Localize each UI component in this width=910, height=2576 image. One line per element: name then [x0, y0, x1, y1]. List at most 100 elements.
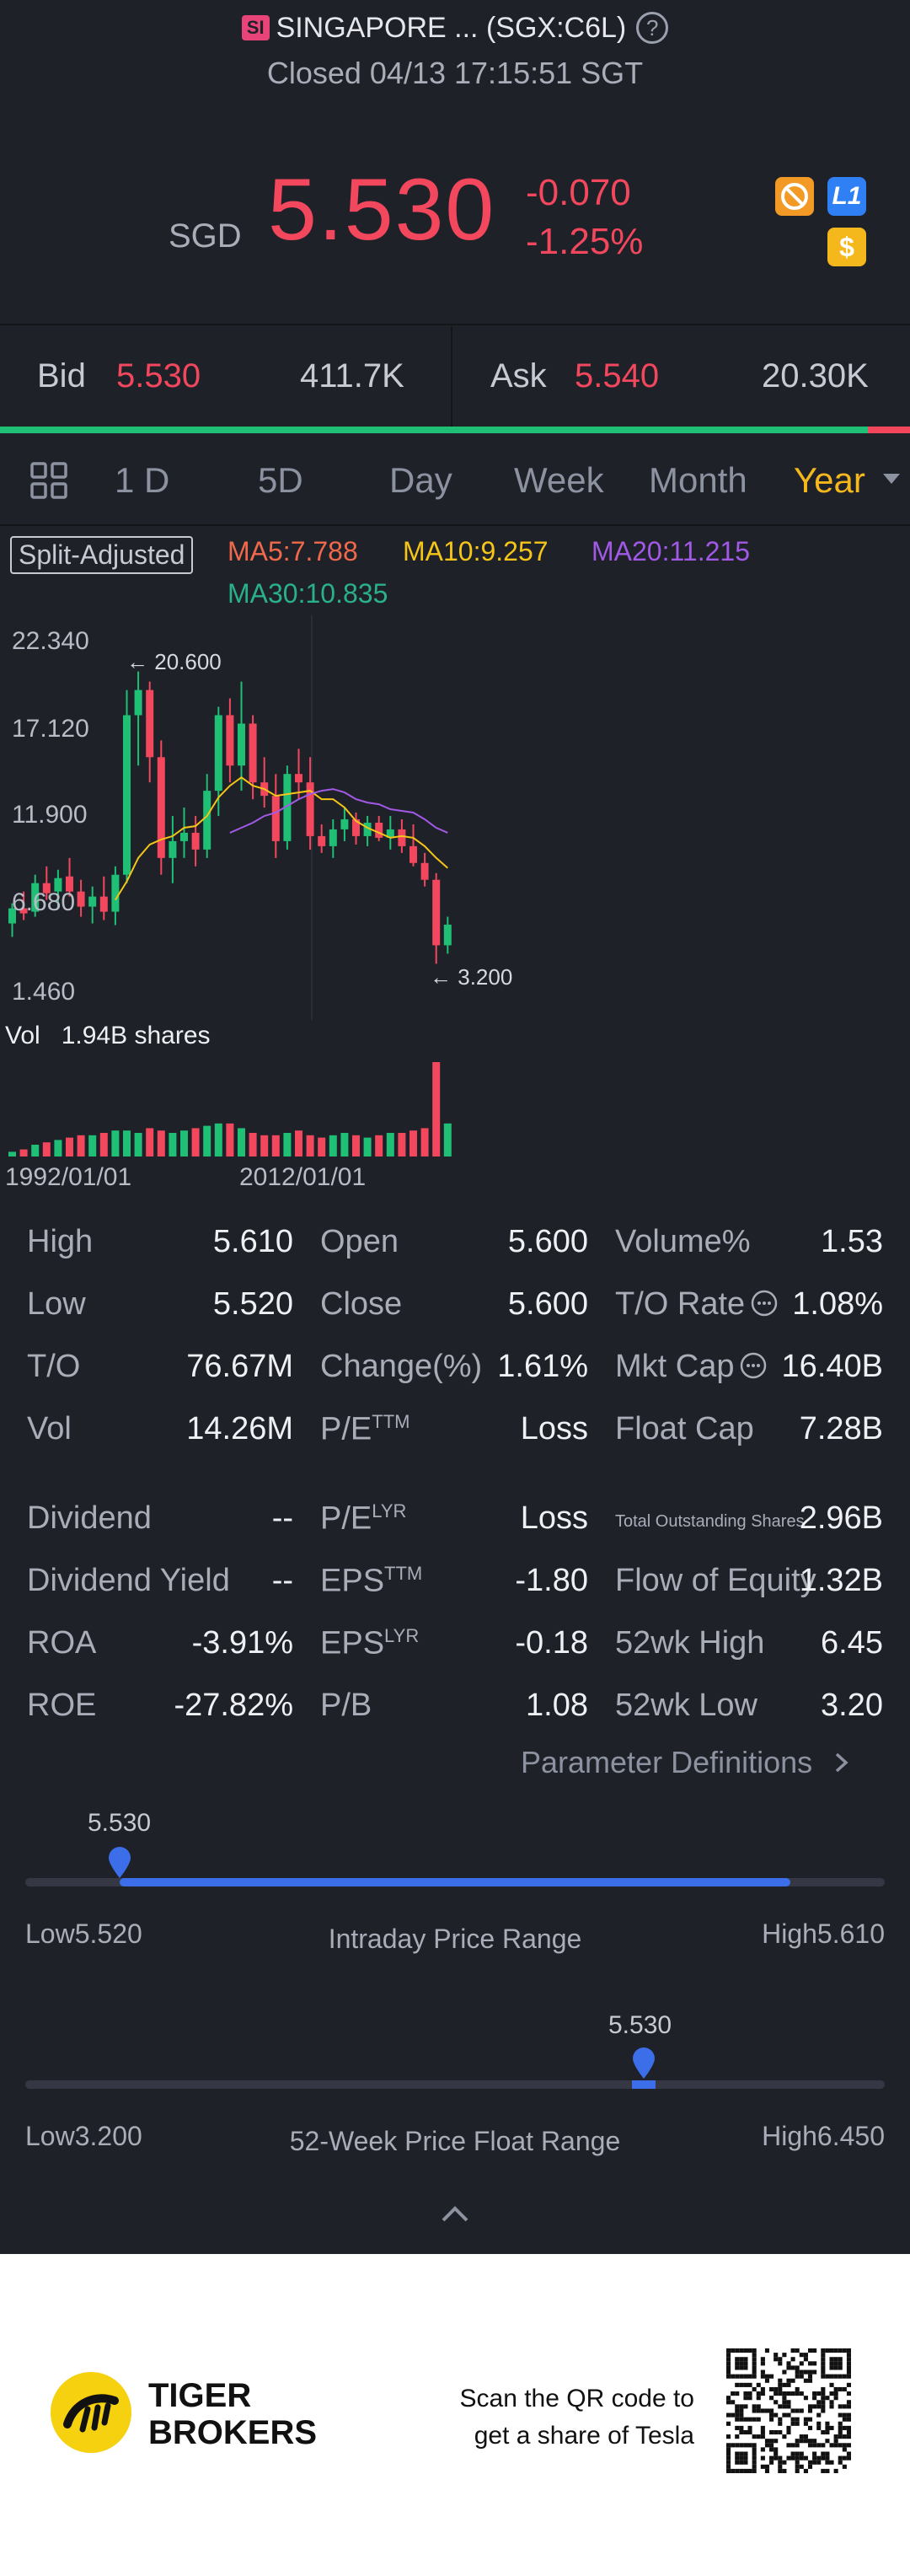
mute-icon[interactable]	[775, 177, 814, 216]
candle-body	[363, 822, 372, 836]
bidask-divider	[451, 327, 452, 427]
volume-bar	[375, 1135, 383, 1157]
candle-body	[111, 874, 120, 912]
stat-label: Vol	[27, 1411, 72, 1447]
split-adjusted-toggle[interactable]: Split-Adjusted	[10, 536, 194, 574]
chevron-down-icon[interactable]	[883, 474, 900, 490]
stat-label-text: ROA	[27, 1625, 97, 1661]
ma30-label: MA30:10.835	[228, 578, 388, 609]
volume-bar	[99, 1133, 108, 1157]
candle-body	[54, 877, 62, 892]
ask-ratio-bar	[868, 427, 910, 433]
volume-bar	[134, 1133, 142, 1157]
qr-caption-line1: Scan the QR code to	[459, 2385, 695, 2412]
volume-bar	[306, 1135, 314, 1157]
candle-body	[31, 883, 40, 912]
volume-bar	[42, 1142, 51, 1157]
stat-value: 76.67M	[186, 1349, 293, 1384]
candle-body	[410, 845, 417, 863]
dollar-icon[interactable]: $	[827, 228, 866, 266]
volume-bar	[203, 1125, 211, 1157]
stat-label-text: 52wk High	[615, 1625, 765, 1661]
stat-label: Low	[27, 1286, 86, 1323]
stat-label-sup: LYR	[384, 1625, 420, 1646]
tab-1d[interactable]: 1 D	[115, 460, 170, 500]
week52-range-title: 52-Week Price Float Range	[289, 2126, 621, 2156]
intraday-range-title: Intraday Price Range	[328, 1924, 582, 1954]
stat-value: 5.520	[212, 1286, 293, 1322]
stat-label-text: Open	[320, 1224, 399, 1259]
candle-body	[169, 840, 177, 858]
brand-name: TIGER BROKERS	[148, 2377, 317, 2451]
stat-value: 1.08%	[792, 1286, 883, 1322]
volume-bar	[318, 1137, 326, 1157]
stat-value: --	[271, 1500, 293, 1536]
ma10-label: MA10:9.257	[403, 536, 549, 566]
stat-label-text: P/E	[320, 1500, 372, 1537]
price-change: -0.070	[526, 172, 631, 213]
ma20-label: MA20:11.215	[592, 536, 750, 566]
x-tick: 2012/01/01	[239, 1163, 367, 1191]
stat-value: 6.45	[821, 1625, 883, 1661]
stat-label-text: Dividend	[27, 1500, 152, 1536]
stock-name: SINGAPORE ... (SGX:C6L)	[276, 12, 627, 44]
volume-bar	[169, 1133, 177, 1157]
candle-body	[180, 832, 188, 841]
divider	[0, 524, 910, 526]
stat-label: High	[27, 1224, 93, 1260]
stat-label-text: 52wk Low	[615, 1688, 757, 1723]
y-tick: 17.120	[12, 715, 89, 743]
more-info-icon[interactable]	[734, 1349, 768, 1384]
help-icon[interactable]: ?	[636, 12, 669, 44]
volume-bar	[111, 1130, 120, 1157]
candle-body	[19, 908, 28, 914]
candle-body	[8, 908, 16, 924]
week52-high-value: 6.450	[816, 2121, 885, 2151]
volume-legend: Vol 1.94B shares	[5, 1022, 211, 1050]
qr-code[interactable]	[726, 2348, 851, 2473]
stat-value: 5.600	[507, 1286, 588, 1322]
tab-month[interactable]: Month	[649, 460, 747, 500]
volume-bar	[191, 1128, 200, 1157]
max-price-marker: ← 20.600	[126, 649, 222, 674]
stat-label: Dividend Yield	[27, 1563, 230, 1599]
intraday-marker-value: 5.530	[88, 1809, 152, 1837]
tab-year[interactable]: Year	[794, 460, 865, 500]
more-info-icon[interactable]	[745, 1286, 779, 1322]
stat-label: Float Cap	[615, 1411, 754, 1447]
week52-high-label: High	[762, 2121, 817, 2151]
candle-body	[283, 774, 292, 841]
ma20-line	[229, 788, 448, 834]
volume-bar	[398, 1133, 406, 1157]
candlestick-chart[interactable]	[0, 615, 910, 1189]
volume-label: Vol	[5, 1022, 40, 1049]
x-tick: 1992/01/01	[5, 1163, 132, 1191]
volume-bar	[363, 1137, 372, 1157]
stat-label-text: Total Outstanding Shares	[615, 1512, 805, 1531]
week52-range-marker	[632, 2080, 656, 2089]
candle-body	[238, 723, 245, 766]
tab-week[interactable]: Week	[514, 460, 604, 500]
layout-grid-icon[interactable]	[29, 460, 69, 505]
tab-5d[interactable]: 5D	[258, 460, 303, 500]
stat-label: Volume%	[615, 1224, 751, 1260]
candle-body	[318, 835, 326, 846]
ma5-label: MA5:7.788	[228, 536, 358, 566]
tiger-brokers-logo	[49, 2370, 133, 2459]
parameter-definitions-link[interactable]: Parameter Definitions	[521, 1745, 851, 1780]
stat-value: 5.600	[507, 1224, 588, 1259]
bid-size: 411.7K	[300, 357, 404, 394]
tab-day[interactable]: Day	[389, 460, 452, 500]
stat-value: -27.82%	[174, 1688, 293, 1723]
stat-label-text: T/O	[27, 1349, 81, 1384]
stat-label-text: ROE	[27, 1688, 97, 1723]
level1-icon[interactable]: L1	[827, 177, 866, 216]
stat-label-text: EPS	[320, 1625, 385, 1661]
stat-value: 1.32B	[799, 1563, 883, 1598]
candle-body	[191, 832, 200, 850]
chevron-up-icon[interactable]	[440, 2203, 470, 2228]
stat-value: -0.18	[515, 1625, 588, 1661]
qr-caption: Scan the QR code to get a share of Tesla	[460, 2380, 695, 2455]
stat-value: 7.28B	[799, 1411, 883, 1446]
stat-label: T/O	[27, 1349, 80, 1385]
